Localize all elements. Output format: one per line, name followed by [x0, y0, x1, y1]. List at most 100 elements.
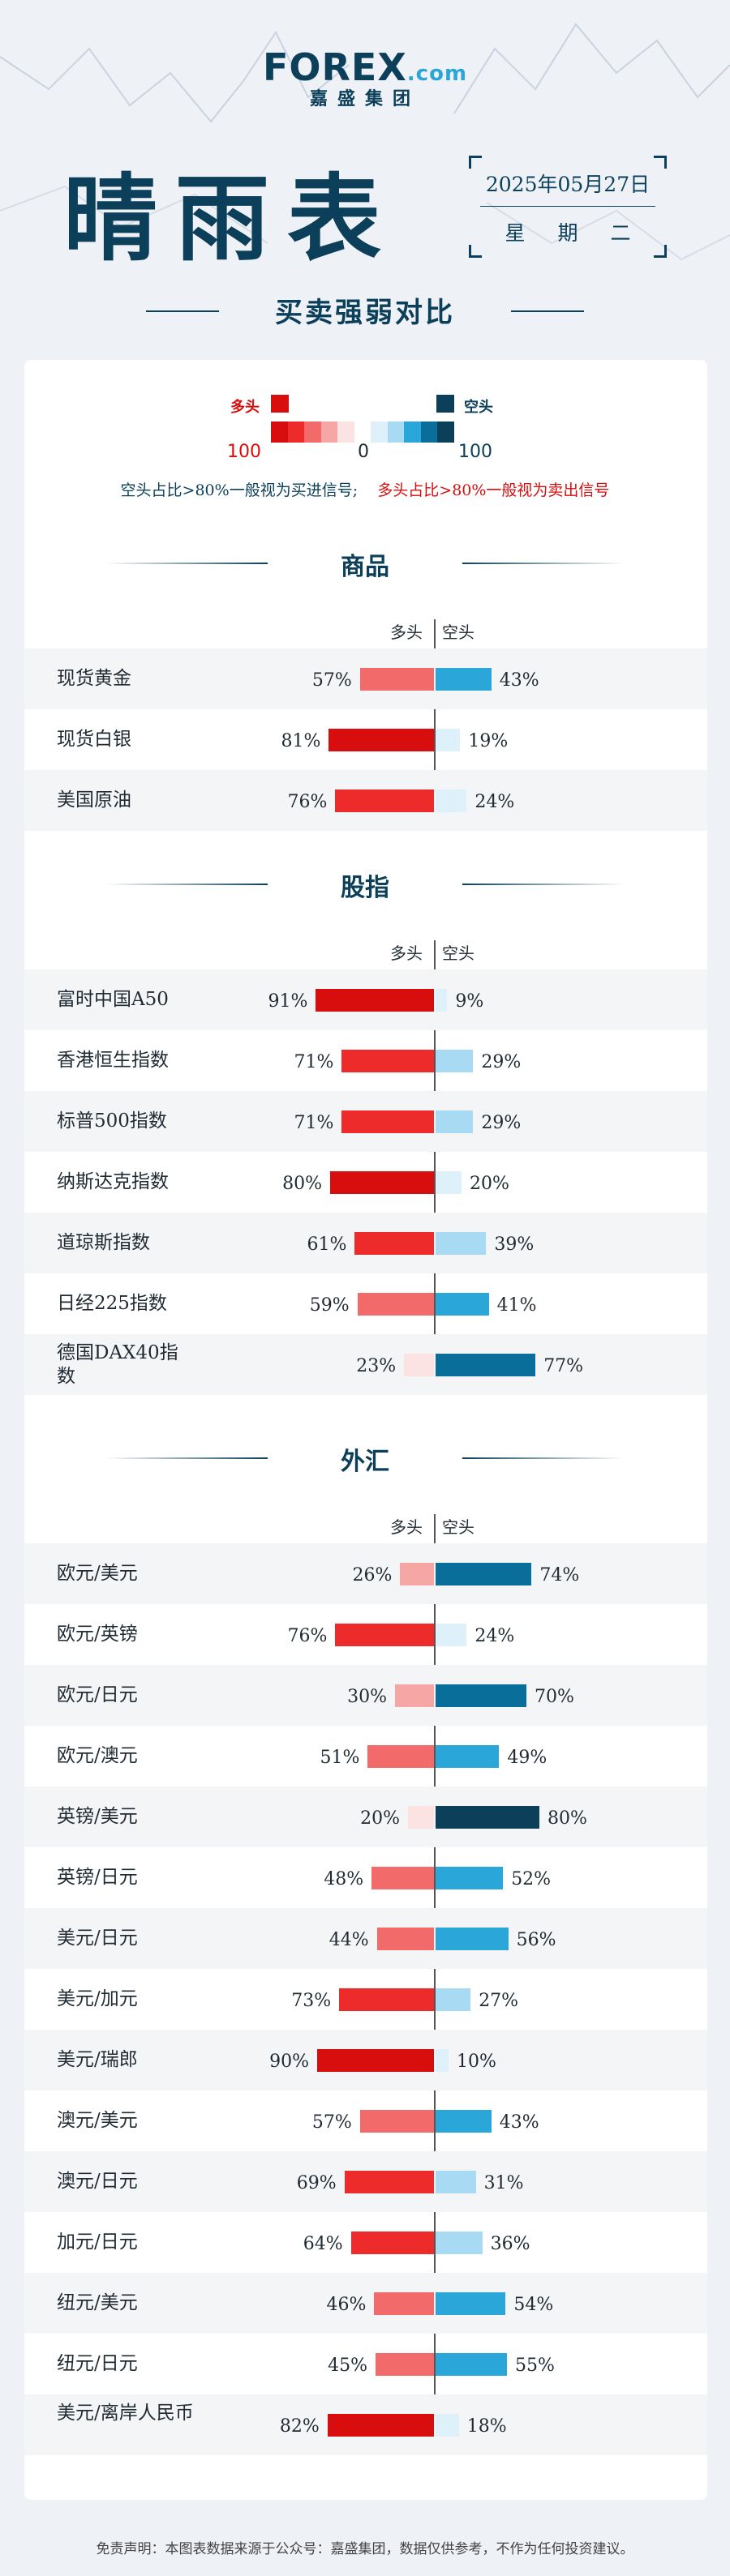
table-row: 欧元/澳元 [24, 1726, 707, 1787]
long-pct-label: 48% [324, 1869, 364, 1889]
short-bar [436, 1354, 536, 1376]
legend-scale-step [420, 421, 438, 443]
row-label: 富时中国A50 [57, 989, 169, 1010]
row-label: 香港恒生指数 [57, 1050, 169, 1071]
table-row: 纳斯达克指数 [24, 1152, 707, 1213]
section-line-left [105, 884, 268, 885]
long-pct-label: 73% [291, 1991, 332, 2011]
short-bar [436, 1745, 500, 1768]
long-bar [376, 1928, 434, 1950]
long-bar [341, 1050, 434, 1072]
row-label: 纽元/日元 [57, 2353, 138, 2374]
short-bar [436, 2353, 507, 2376]
long-pct-label: 51% [320, 1748, 360, 1768]
long-pct-label: 57% [311, 670, 352, 691]
legend-long-swatch [271, 395, 289, 413]
short-bar [436, 1293, 489, 1316]
short-pct-label: 29% [481, 1052, 522, 1072]
legend-scale-step [404, 421, 421, 443]
short-bar [436, 989, 448, 1012]
long-pct-label: 76% [287, 1626, 328, 1646]
short-bar [436, 2110, 492, 2133]
row-label: 德国DAX40指数 [57, 1342, 178, 1387]
brand-group: 嘉盛集团 [309, 89, 420, 109]
date-box: 2025年05月27日 星期二 [469, 156, 667, 258]
row-label: 英镑/日元 [57, 1867, 138, 1888]
table-row: 澳元/美元 [24, 2090, 707, 2151]
short-pct-label: 74% [539, 1565, 580, 1585]
row-label: 美元/日元 [57, 1928, 138, 1949]
short-pct-label: 24% [474, 1626, 515, 1646]
row-label: 欧元/英镑 [57, 1624, 138, 1645]
brand-logo: FOREX.com 嘉盛集团 [0, 45, 730, 110]
long-pct-label: 59% [309, 1295, 350, 1316]
row-label: 美国原油 [57, 789, 131, 811]
short-bar [436, 1563, 532, 1585]
short-pct-label: 20% [470, 1174, 509, 1194]
section-header: 外汇 [0, 1446, 730, 1476]
long-bar [376, 2353, 434, 2376]
short-bar [436, 1624, 467, 1646]
table-row: 纽元/美元 [24, 2273, 707, 2334]
legend-short-max: 100 [458, 442, 492, 462]
column-header-long: 多头 [390, 623, 423, 642]
long-pct-label: 80% [282, 1174, 322, 1194]
short-pct-label: 54% [513, 2295, 554, 2315]
section-line-right [462, 563, 625, 564]
short-bar [436, 789, 467, 812]
section-header: 商品 [0, 551, 730, 581]
long-pct-label: 57% [311, 2112, 352, 2133]
subtitle-divider-left [146, 310, 219, 312]
row-label: 纽元/美元 [57, 2292, 138, 2313]
short-bar [436, 1867, 504, 1889]
short-pct-label: 9% [455, 991, 484, 1012]
short-bar [436, 2171, 476, 2193]
legend-scale-step [320, 421, 338, 443]
table-row: 欧元/英镑 [24, 1604, 707, 1665]
column-header-short: 空头 [442, 944, 474, 963]
row-label: 道琼斯指数 [57, 1232, 150, 1253]
short-pct-label: 52% [511, 1869, 552, 1889]
row-label: 美元/瑞郎 [57, 2049, 138, 2070]
short-bar [436, 1806, 539, 1829]
section-line-left [105, 1457, 268, 1459]
short-pct-label: 43% [499, 2112, 539, 2133]
legend-short-label: 空头 [464, 399, 493, 416]
column-header-long: 多头 [390, 944, 423, 963]
short-bar [436, 2232, 483, 2254]
short-bar [436, 1232, 487, 1255]
long-bar [404, 1354, 434, 1376]
section-title: 股指 [341, 874, 389, 902]
table-row: 欧元/美元 [24, 1543, 707, 1604]
short-pct-label: 31% [483, 2173, 524, 2193]
row-label: 标普500指数 [57, 1110, 167, 1132]
short-pct-label: 27% [479, 1991, 519, 2011]
row-label: 英镑/美元 [57, 1806, 138, 1827]
long-bar [367, 1745, 434, 1768]
short-pct-label: 36% [490, 2234, 530, 2254]
short-pct-label: 55% [515, 2356, 555, 2376]
table-row: 德国DAX40指数 [24, 1334, 707, 1395]
table-row: 富时中国A50 [24, 969, 707, 1030]
table-row: 英镑/日元 [24, 1847, 707, 1908]
long-bar [395, 1684, 434, 1707]
short-signal-note: 空头占比>80%一般视为买进信号; [120, 481, 359, 499]
legend-scale-step [287, 421, 305, 443]
long-pct-label: 46% [326, 2295, 367, 2315]
short-pct-label: 10% [457, 2052, 496, 2072]
short-bar [436, 668, 492, 691]
row-label: 欧元/澳元 [57, 1745, 138, 1766]
center-axis [434, 940, 436, 1395]
row-label: 纳斯达克指数 [57, 1171, 169, 1192]
long-bar [341, 1110, 434, 1133]
long-pct-label: 91% [268, 991, 308, 1012]
short-pct-label: 43% [499, 670, 539, 691]
row-label: 澳元/美元 [57, 2110, 138, 2131]
center-axis [434, 1514, 436, 2455]
short-pct-label: 49% [507, 1748, 548, 1768]
table-row: 日经225指数 [24, 1273, 707, 1334]
chart-card [24, 360, 707, 2500]
long-signal-note: 多头占比>80%一般视为卖出信号 [377, 481, 610, 499]
short-bar [436, 1988, 471, 2011]
legend-long-label: 多头 [230, 399, 260, 416]
